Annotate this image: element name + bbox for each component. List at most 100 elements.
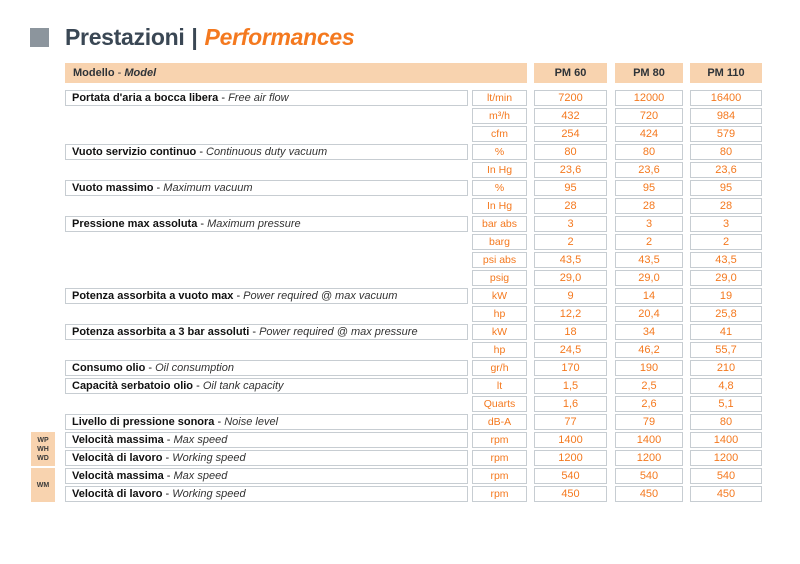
row-label: Potenza assorbita a 3 bar assoluti - Pow… [65, 324, 468, 340]
row-label-italian: Vuoto massimo [72, 182, 154, 194]
value-cell-pm60: 254 [534, 126, 607, 142]
value-cell-pm60: 432 [534, 108, 607, 124]
performance-table: Modello - Model PM 60 PM 80 PM 110 Porta… [65, 63, 762, 504]
row-label-english: Maximum pressure [207, 218, 301, 230]
value-cell-pm110: 984 [690, 108, 762, 124]
value-cell-pm80: 43,5 [615, 252, 683, 268]
value-cell-pm80: 540 [615, 468, 683, 484]
row-label-english: Max speed [173, 434, 228, 446]
unit-cell: hp [472, 306, 527, 322]
value-cell-pm80: 34 [615, 324, 683, 340]
row-label-english: Continuous duty vacuum [206, 146, 328, 158]
row-label-english: Working speed [172, 488, 246, 500]
row-label-italian: Capacità serbatoio olio [72, 380, 194, 392]
value-cell-pm60: 450 [534, 486, 607, 502]
unit-cell: Quarts [472, 396, 527, 412]
title-italian: Prestazioni [65, 24, 185, 50]
value-cell-pm80: 1200 [615, 450, 683, 466]
value-cell-pm80: 2,5 [615, 378, 683, 394]
value-cell-pm80: 3 [615, 216, 683, 232]
row-label-english: Noise level [224, 416, 279, 428]
row-label-english: Power required @ max pressure [259, 326, 418, 338]
row-label: Velocità di lavoro - Working speed [65, 486, 468, 502]
row-label [65, 396, 468, 412]
unit-cell: % [472, 180, 527, 196]
value-cell-pm60: 1400 [534, 432, 607, 448]
row-label-italian: Velocità massima [72, 434, 164, 446]
page-header: Prestazioni | Performances [30, 24, 355, 51]
value-cell-pm60: 77 [534, 414, 607, 430]
row-label-italian: Consumo olio [72, 362, 146, 374]
row-label [65, 306, 468, 322]
value-cell-pm60: 95 [534, 180, 607, 196]
row-label: Consumo olio - Oil consumption [65, 360, 468, 376]
value-cell-pm80: 20,4 [615, 306, 683, 322]
value-cell-pm60: 80 [534, 144, 607, 160]
column-header-pm60: PM 60 [534, 63, 607, 83]
badge-line: WH [37, 446, 49, 453]
value-cell-pm60: 1,5 [534, 378, 607, 394]
value-cell-pm80: 95 [615, 180, 683, 196]
table-row: Vuoto massimo - Maximum vacuum % 95 95 9… [65, 180, 762, 196]
table-row: Potenza assorbita a 3 bar assoluti - Pow… [65, 324, 762, 340]
value-cell-pm80: 720 [615, 108, 683, 124]
badge-line: WD [37, 455, 49, 462]
row-label-italian: Livello di pressione sonora [72, 416, 215, 428]
row-label: Pressione max assoluta - Maximum pressur… [65, 216, 468, 232]
row-label-english: Maximum vacuum [163, 182, 253, 194]
table-row: psig 29,0 29,0 29,0 [65, 270, 762, 286]
row-label-italian: Portata d'aria a bocca libera [72, 92, 219, 104]
value-cell-pm110: 2 [690, 234, 762, 250]
row-label-separator: - [197, 218, 208, 230]
unit-cell: m³/h [472, 108, 527, 124]
table-row: psi abs 43,5 43,5 43,5 [65, 252, 762, 268]
value-cell-pm110: 210 [690, 360, 762, 376]
value-cell-pm110: 95 [690, 180, 762, 196]
value-cell-pm60: 170 [534, 360, 607, 376]
row-label-italian: Potenza assorbita a 3 bar assoluti [72, 326, 250, 338]
model-header-cell: Modello - Model [65, 63, 527, 83]
row-label: Portata d'aria a bocca libera - Free air… [65, 90, 468, 106]
row-label [65, 234, 468, 250]
value-cell-pm110: 540 [690, 468, 762, 484]
value-cell-pm80: 14 [615, 288, 683, 304]
unit-cell: kW [472, 288, 527, 304]
unit-cell: rpm [472, 432, 527, 448]
table-row: In Hg 23,6 23,6 23,6 [65, 162, 762, 178]
row-label: Velocità di lavoro - Working speed [65, 450, 468, 466]
value-cell-pm60: 18 [534, 324, 607, 340]
value-cell-pm60: 9 [534, 288, 607, 304]
pump-series-badge-wp-wh-wd: WP WH WD [31, 432, 55, 466]
value-cell-pm110: 5,1 [690, 396, 762, 412]
value-cell-pm80: 12000 [615, 90, 683, 106]
row-label [65, 162, 468, 178]
column-header-pm80: PM 80 [615, 63, 683, 83]
row-label-separator: - [153, 182, 164, 194]
row-label-english: Working speed [172, 452, 246, 464]
table-row: Livello di pressione sonora - Noise leve… [65, 414, 762, 430]
value-cell-pm60: 540 [534, 468, 607, 484]
row-label-separator: - [162, 452, 173, 464]
value-cell-pm110: 55,7 [690, 342, 762, 358]
value-cell-pm110: 25,8 [690, 306, 762, 322]
row-label-italian: Velocità di lavoro [72, 488, 163, 500]
badge-line: WP [37, 437, 49, 444]
row-label-separator: - [196, 146, 207, 158]
unit-cell: lt/min [472, 90, 527, 106]
value-cell-pm110: 19 [690, 288, 762, 304]
unit-cell: In Hg [472, 198, 527, 214]
title-english: Performances [204, 24, 355, 50]
row-label [65, 198, 468, 214]
table-row: Velocità di lavoro - Working speed rpm 1… [65, 450, 762, 466]
row-label-italian: Velocità massima [72, 470, 164, 482]
value-cell-pm80: 29,0 [615, 270, 683, 286]
row-label-italian: Velocità di lavoro [72, 452, 163, 464]
unit-cell: hp [472, 342, 527, 358]
table-row: Potenza assorbita a vuoto max - Power re… [65, 288, 762, 304]
unit-cell: rpm [472, 468, 527, 484]
value-cell-pm110: 579 [690, 126, 762, 142]
row-label-english: Oil tank capacity [202, 380, 284, 392]
value-cell-pm110: 80 [690, 144, 762, 160]
model-label-english: Model [124, 67, 157, 79]
table-row: hp 12,2 20,4 25,8 [65, 306, 762, 322]
